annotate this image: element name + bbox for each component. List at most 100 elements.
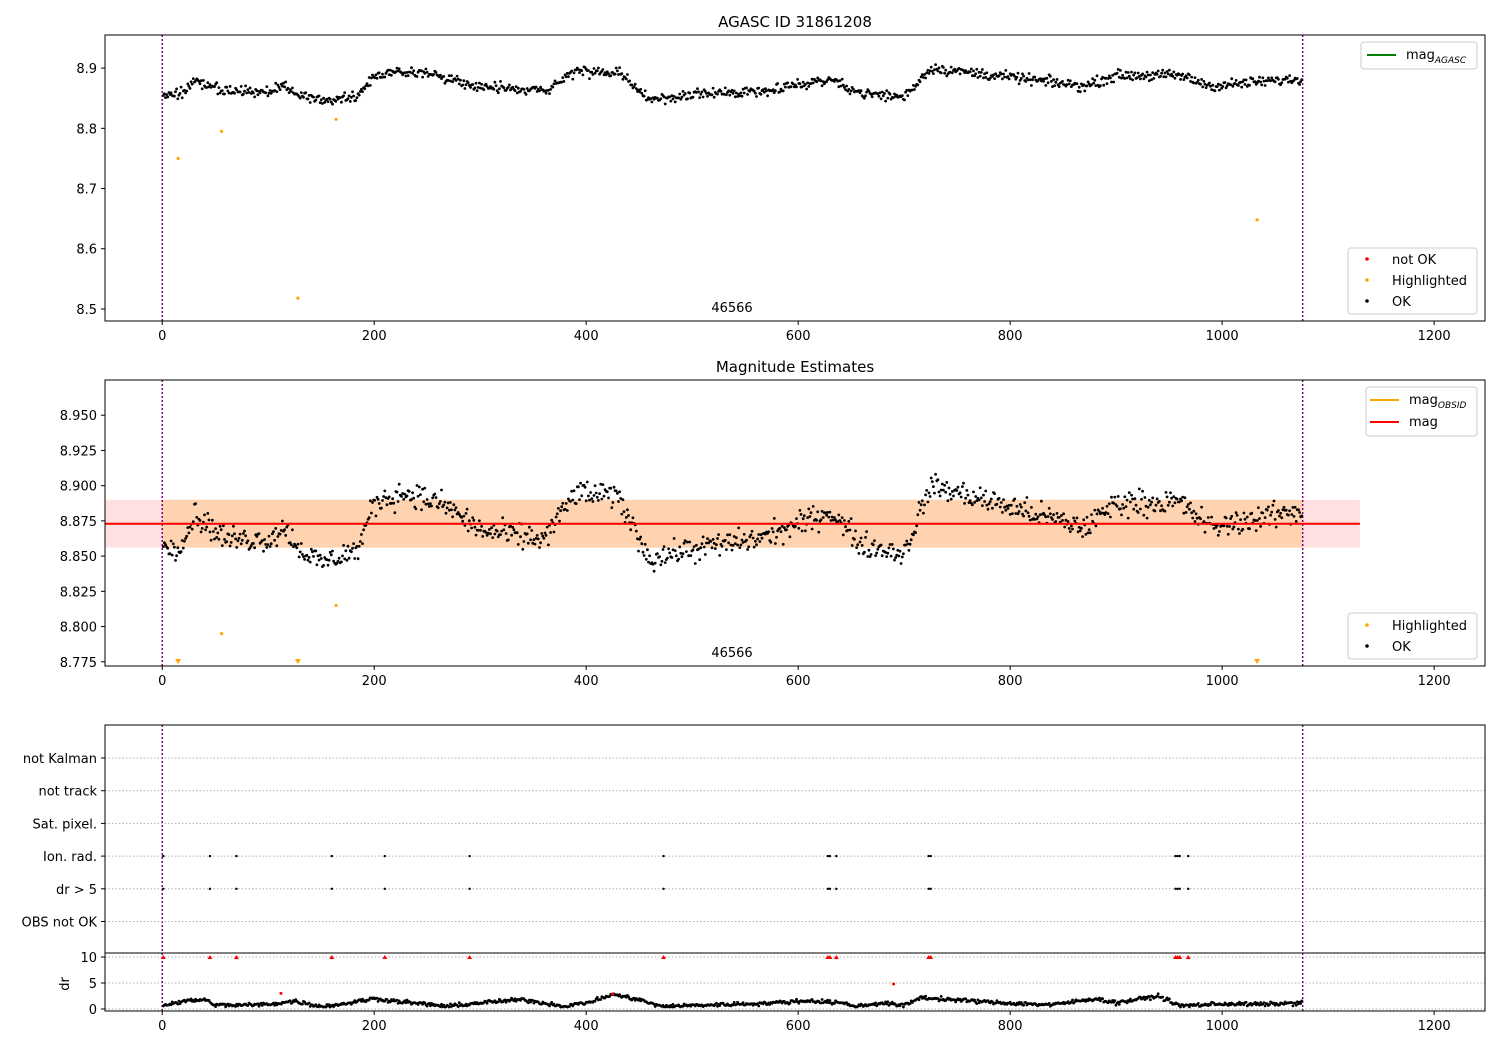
ok-point-p2-928 xyxy=(1194,512,1198,516)
ok-point-p1-390 xyxy=(595,69,599,73)
ok-point-p1-597 xyxy=(826,78,830,81)
ok-point-p1-678 xyxy=(916,83,920,87)
ok-point-p2-775 xyxy=(1024,509,1028,513)
ok-point-p2-440 xyxy=(651,562,655,566)
ok-point-p2-106 xyxy=(279,529,283,532)
ok-point-p2-11 xyxy=(174,559,177,562)
ok-point-p1-115 xyxy=(289,90,293,93)
ok-point-p1-777 xyxy=(1026,78,1030,82)
ok-point-p1-582 xyxy=(809,82,813,85)
ok-point-p1-27 xyxy=(191,77,195,80)
ok-point-p2-1017 xyxy=(1293,505,1297,509)
ok-point-p2-915 xyxy=(1180,499,1183,503)
ok-point-p1-81 xyxy=(252,91,255,95)
ok-point-p1-570 xyxy=(796,78,799,81)
ok-point-p1-318 xyxy=(515,91,519,95)
ok-point-p2-336 xyxy=(535,534,539,537)
ok-point-p2-988 xyxy=(1261,511,1265,515)
ok-point-p2-450 xyxy=(662,545,666,548)
ok-point-p2-260 xyxy=(451,515,454,519)
ok-point-p2-884 xyxy=(1145,516,1149,520)
ok-point-p1-896 xyxy=(1159,74,1162,78)
ok-point-p2-343 xyxy=(543,531,547,535)
ok-point-p1-637 xyxy=(870,95,874,99)
ok-point-p2-663 xyxy=(899,562,903,565)
ok-point-p1-630 xyxy=(863,96,866,100)
ok-point-p2-878 xyxy=(1139,507,1142,511)
ok-point-p1-179 xyxy=(361,90,364,93)
ok-point-p2-458 xyxy=(671,548,675,552)
ok-point-p2-526 xyxy=(747,545,751,549)
ok-point-p2-47 xyxy=(214,527,218,530)
ok-point-p2-281 xyxy=(474,533,478,537)
ok-point-p2-877 xyxy=(1137,487,1141,491)
ok-point-p1-1023 xyxy=(1300,78,1304,82)
ok-point-p1-907 xyxy=(1171,74,1175,78)
ok-point-p1-13 xyxy=(176,97,180,101)
ok-point-p4-859 xyxy=(1117,1003,1121,1006)
ok-point-p1-479 xyxy=(695,91,698,94)
ok-point-p1-842 xyxy=(1099,84,1102,87)
y-tick-label-p2-6: 8.925 xyxy=(60,444,97,459)
ok-point-p1-866 xyxy=(1125,76,1129,80)
ok-point-p2-60 xyxy=(228,544,232,548)
ok-point-p1-383 xyxy=(588,77,591,80)
ok-point-p1-432 xyxy=(642,94,646,98)
ok-point-p1-795 xyxy=(1046,81,1050,85)
ok-point-p1-651 xyxy=(886,96,890,100)
ok-point-p2-94 xyxy=(266,543,270,546)
ok-point-p2-399 xyxy=(605,490,609,494)
ok-point-p2-130 xyxy=(306,558,310,562)
ok-point-p2-920 xyxy=(1185,505,1189,509)
ok-point-p1-550 xyxy=(774,89,777,92)
ok-point-p2-926 xyxy=(1192,509,1196,513)
ok-point-p2-942 xyxy=(1210,515,1213,519)
ok-point-p2-486 xyxy=(702,545,706,549)
ok-point-p1-753 xyxy=(999,72,1003,76)
ok-point-p1-183 xyxy=(365,82,369,85)
ok-point-p2-333 xyxy=(532,538,536,542)
ok-point-p2-127 xyxy=(303,558,306,561)
ok-point-p2-234 xyxy=(422,500,426,504)
ok-point-p1-767 xyxy=(1015,75,1019,79)
ok-point-p1-693 xyxy=(933,68,936,72)
ok-point-p2-410 xyxy=(618,490,621,494)
axes-frame-p1 xyxy=(104,34,1486,322)
ok-point-p4-193 xyxy=(376,1000,380,1003)
dr-clipped-marker-3 xyxy=(329,955,335,959)
ok-point-p2-194 xyxy=(377,502,381,505)
ok-point-p2-799 xyxy=(1051,518,1054,521)
dr-clipped-marker-0 xyxy=(160,955,166,959)
ok-point-p2-446 xyxy=(658,555,661,558)
ok-point-p1-348 xyxy=(549,88,552,91)
ok-point-p1-736 xyxy=(981,68,984,71)
ok-point-p1-103 xyxy=(276,83,280,87)
ok-point-p2-626 xyxy=(858,540,862,544)
flag-event-3-15 xyxy=(1187,854,1190,858)
ok-point-p2-880 xyxy=(1141,489,1144,493)
ok-point-p2-682 xyxy=(920,499,924,503)
ok-point-p2-622 xyxy=(854,529,857,533)
ok-point-p1-580 xyxy=(807,85,811,88)
ok-point-p2-758 xyxy=(1005,504,1009,508)
ok-point-p2-603 xyxy=(833,516,836,519)
ok-point-p1-163 xyxy=(343,91,347,94)
ok-point-p1-232 xyxy=(420,69,423,73)
ok-point-p2-327 xyxy=(525,532,529,536)
ok-point-p1-92 xyxy=(264,91,268,95)
ok-point-p2-464 xyxy=(678,545,682,549)
ok-point-p2-269 xyxy=(461,519,465,523)
ok-point-p4-100 xyxy=(273,1003,276,1007)
ok-point-p2-407 xyxy=(614,489,618,493)
ok-point-p2-624 xyxy=(856,543,860,547)
ok-point-p1-4 xyxy=(166,95,170,99)
ok-point-p2-837 xyxy=(1093,508,1097,512)
ok-point-p1-773 xyxy=(1022,74,1025,78)
ok-point-p1-488 xyxy=(705,92,708,95)
ok-point-p4-568 xyxy=(794,1000,797,1003)
ok-point-p1-338 xyxy=(538,89,541,93)
ok-point-p2-122 xyxy=(297,555,301,559)
panel4-ylabel: dr xyxy=(58,977,73,991)
ok-point-p2-477 xyxy=(692,545,696,548)
